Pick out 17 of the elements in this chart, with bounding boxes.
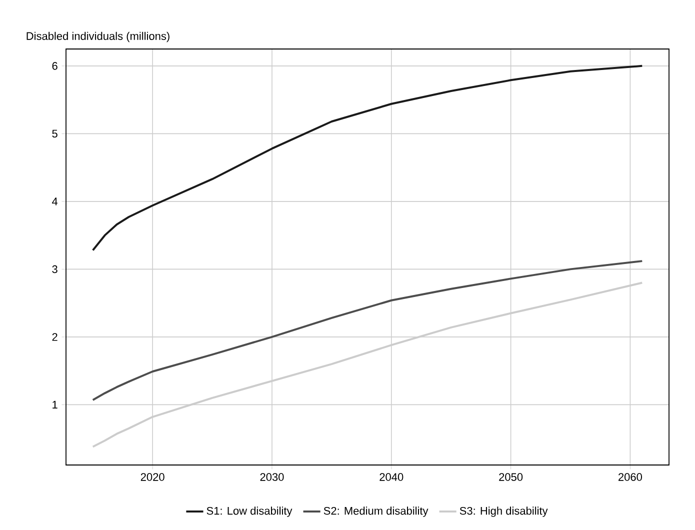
- x-tick-label: 2040: [380, 473, 404, 481]
- legend-label: S3: High disability: [460, 506, 548, 517]
- y-axis-title: Disabled individuals (millions): [26, 32, 170, 42]
- y-tick-label: 2: [52, 333, 58, 341]
- legend-label: S1: Low disability: [206, 506, 292, 517]
- x-tick-label: 2030: [260, 473, 284, 481]
- x-tick-label: 2060: [618, 473, 642, 481]
- y-tick-label: 1: [52, 400, 58, 408]
- x-tick-label: 2020: [140, 473, 164, 481]
- y-tick-label: 6: [52, 62, 58, 70]
- line-series: [92, 64, 644, 252]
- legend-label: S2: Medium disability: [324, 506, 428, 517]
- line-series: [92, 260, 644, 401]
- y-tick-label: 4: [52, 198, 58, 206]
- y-tick-label: 5: [52, 130, 58, 138]
- x-tick-label: 2050: [499, 473, 523, 481]
- y-tick-label: 3: [52, 265, 58, 274]
